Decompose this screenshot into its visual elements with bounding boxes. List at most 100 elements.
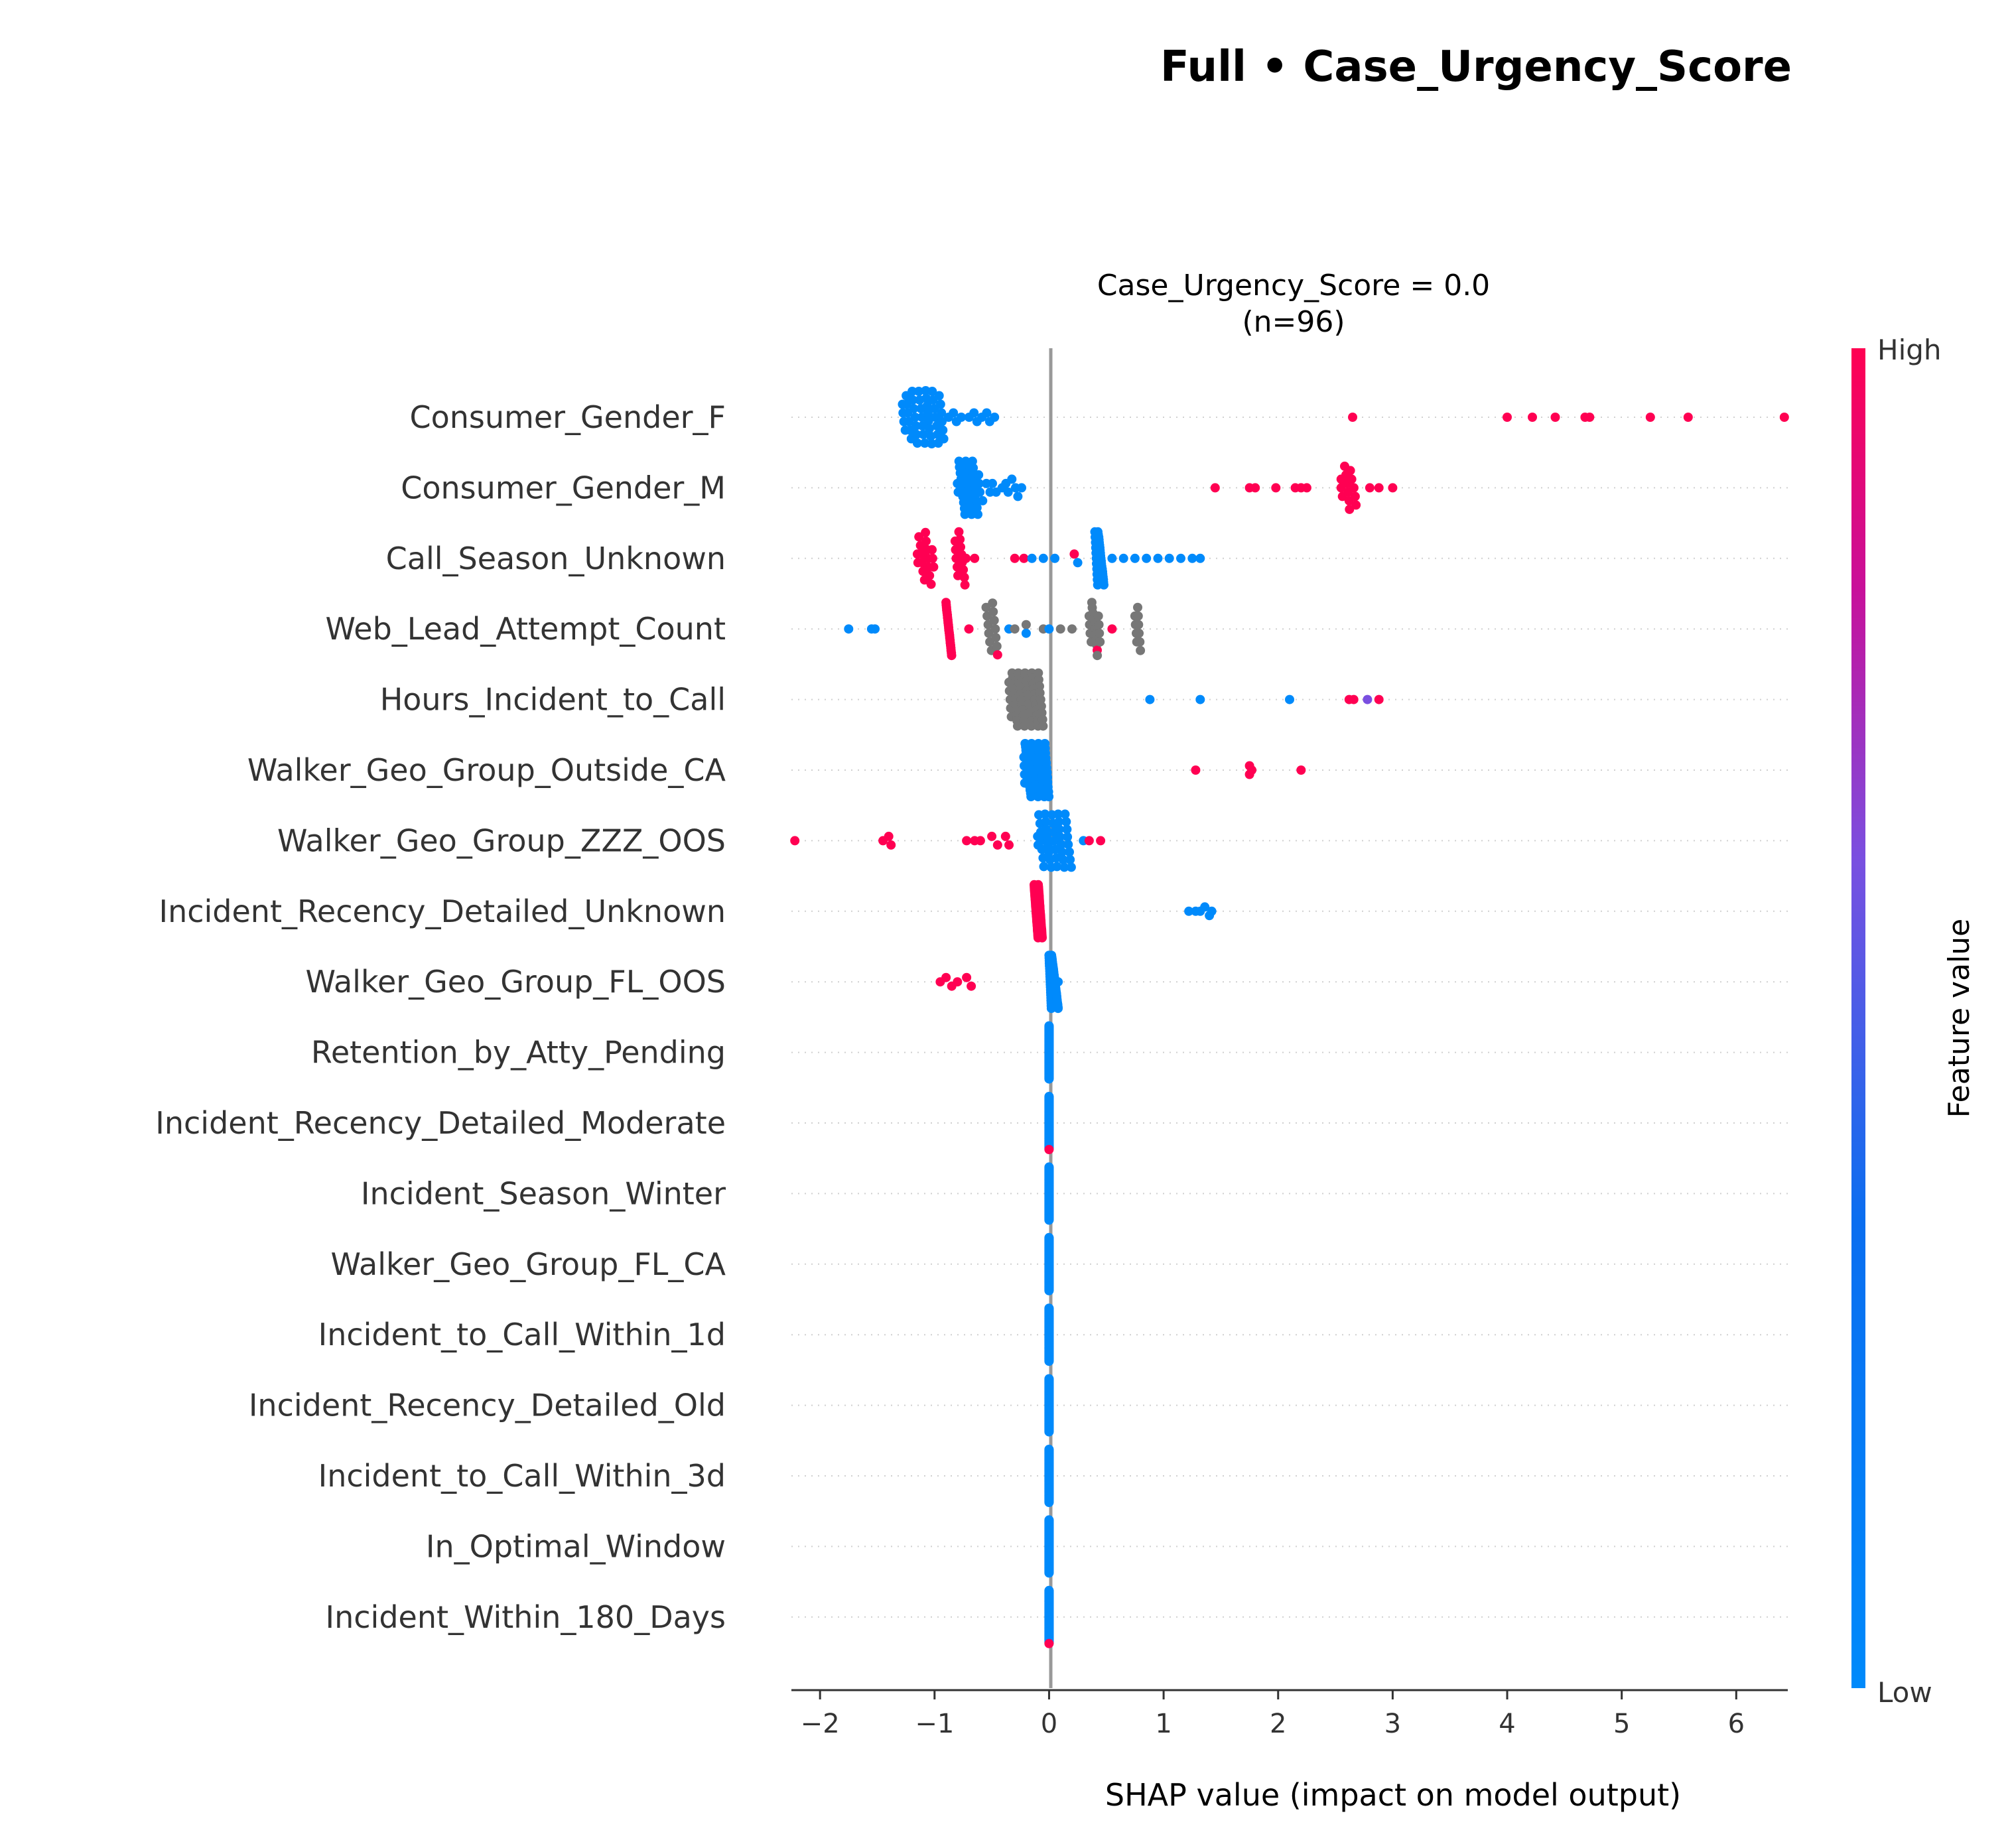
shap-point xyxy=(938,425,948,435)
x-tick-label: −1 xyxy=(915,1709,954,1739)
feature-label: Walker_Geo_Group_FL_CA xyxy=(330,1246,726,1282)
shap-point xyxy=(925,570,935,580)
shap-point xyxy=(992,641,1002,651)
shap-point xyxy=(1013,492,1023,501)
shap-point xyxy=(962,972,972,982)
shap-point xyxy=(1055,832,1065,842)
shap-point xyxy=(990,624,1000,634)
feature-label: Incident_Recency_Detailed_Moderate xyxy=(155,1105,726,1141)
shap-point xyxy=(1044,792,1054,801)
shap-point xyxy=(956,542,965,552)
shap-point xyxy=(923,416,933,426)
shap-point xyxy=(1003,487,1013,497)
shap-point xyxy=(1054,825,1064,834)
shap-point xyxy=(964,624,974,634)
shap-point xyxy=(962,836,972,846)
shap-point xyxy=(957,413,967,422)
shap-point xyxy=(1027,553,1037,563)
shap-point xyxy=(990,413,1000,422)
colorbar-high-label: High xyxy=(1877,334,1942,366)
shap-point xyxy=(907,387,917,396)
shap-point xyxy=(1683,413,1693,422)
colorbar-title: Feature value xyxy=(1942,919,1976,1118)
shap-point xyxy=(992,840,1002,850)
shap-point xyxy=(844,624,854,634)
x-tick-label: −2 xyxy=(801,1709,840,1739)
shap-point xyxy=(1021,620,1031,629)
x-tick-label: 1 xyxy=(1155,1709,1172,1739)
shap-point xyxy=(927,545,937,555)
shap-point xyxy=(1044,1427,1054,1437)
shap-point xyxy=(955,535,965,545)
shap-point xyxy=(918,430,928,439)
shap-point xyxy=(988,598,998,608)
shap-point xyxy=(1000,831,1010,841)
shap-point xyxy=(1063,840,1073,850)
shap-point xyxy=(935,399,945,409)
shap-point xyxy=(1363,694,1373,704)
shap-point xyxy=(1095,637,1105,647)
shap-point xyxy=(1004,840,1014,850)
shap-point xyxy=(953,977,963,987)
shap-point xyxy=(959,572,969,582)
shap-point xyxy=(886,840,896,850)
shap-point xyxy=(1285,694,1294,704)
shap-point xyxy=(1061,817,1071,826)
shap-point xyxy=(920,438,930,448)
shap-point xyxy=(941,972,951,982)
shap-point xyxy=(939,434,949,444)
chart-subtitle-line1: Case_Urgency_Score = 0.0 xyxy=(1097,269,1490,302)
shap-point xyxy=(949,408,959,418)
shap-point xyxy=(988,607,998,617)
shap-point xyxy=(1550,413,1560,422)
shap-point xyxy=(1084,836,1094,846)
x-axis-ticks: −2 −1 0 1 2 3 4 5 6 xyxy=(801,1690,1745,1739)
shap-point xyxy=(1348,413,1357,422)
shap-point xyxy=(1056,840,1066,850)
shap-point xyxy=(1134,628,1144,638)
shap-point xyxy=(1135,637,1145,647)
beeswarm-points xyxy=(790,386,1789,1648)
chart-subtitle-line2: (n=96) xyxy=(1242,305,1345,339)
chart-title: Full • Case_Urgency_Score xyxy=(1160,42,1792,92)
feature-label: Incident_to_Call_Within_3d xyxy=(318,1458,726,1494)
shap-point xyxy=(926,579,936,589)
shap-point xyxy=(1136,645,1146,655)
shap-point xyxy=(1012,721,1022,731)
shap-point xyxy=(1133,611,1143,621)
shap-point xyxy=(1350,492,1360,501)
x-tick-label: 2 xyxy=(1270,1709,1286,1739)
shap-point xyxy=(1645,413,1655,422)
shap-point xyxy=(1096,836,1106,846)
shap-point xyxy=(1107,553,1117,563)
shap-point xyxy=(975,487,985,497)
shap-point xyxy=(1044,1498,1054,1507)
shap-point xyxy=(1034,668,1043,678)
shap-point xyxy=(1044,1568,1054,1578)
shap-point xyxy=(1044,1215,1054,1225)
feature-label: Retention_by_Atty_Pending xyxy=(311,1035,726,1071)
shap-point xyxy=(1145,694,1155,704)
shap-point xyxy=(1038,714,1047,724)
shap-point xyxy=(1054,817,1064,826)
shap-point xyxy=(1095,628,1105,638)
shap-point xyxy=(1349,483,1359,493)
shap-point xyxy=(1017,483,1026,493)
shap-point xyxy=(1349,694,1359,704)
shap-point xyxy=(934,391,944,401)
shap-point xyxy=(967,981,976,991)
shap-point xyxy=(1044,1286,1054,1295)
shap-point xyxy=(1044,1074,1054,1084)
shap-point xyxy=(1133,602,1142,612)
shap-point xyxy=(1026,721,1036,731)
shap-point xyxy=(911,421,921,430)
feature-label: Web_Lead_Attempt_Count xyxy=(326,611,726,647)
shap-point xyxy=(1055,624,1065,634)
shap-point xyxy=(1052,862,1062,872)
shap-point xyxy=(914,387,923,396)
shap-point xyxy=(1210,483,1220,493)
feature-label: In_Optimal_Window xyxy=(426,1528,726,1564)
shap-point xyxy=(1040,809,1050,819)
shap-point xyxy=(925,424,934,434)
shap-point xyxy=(1059,862,1069,872)
